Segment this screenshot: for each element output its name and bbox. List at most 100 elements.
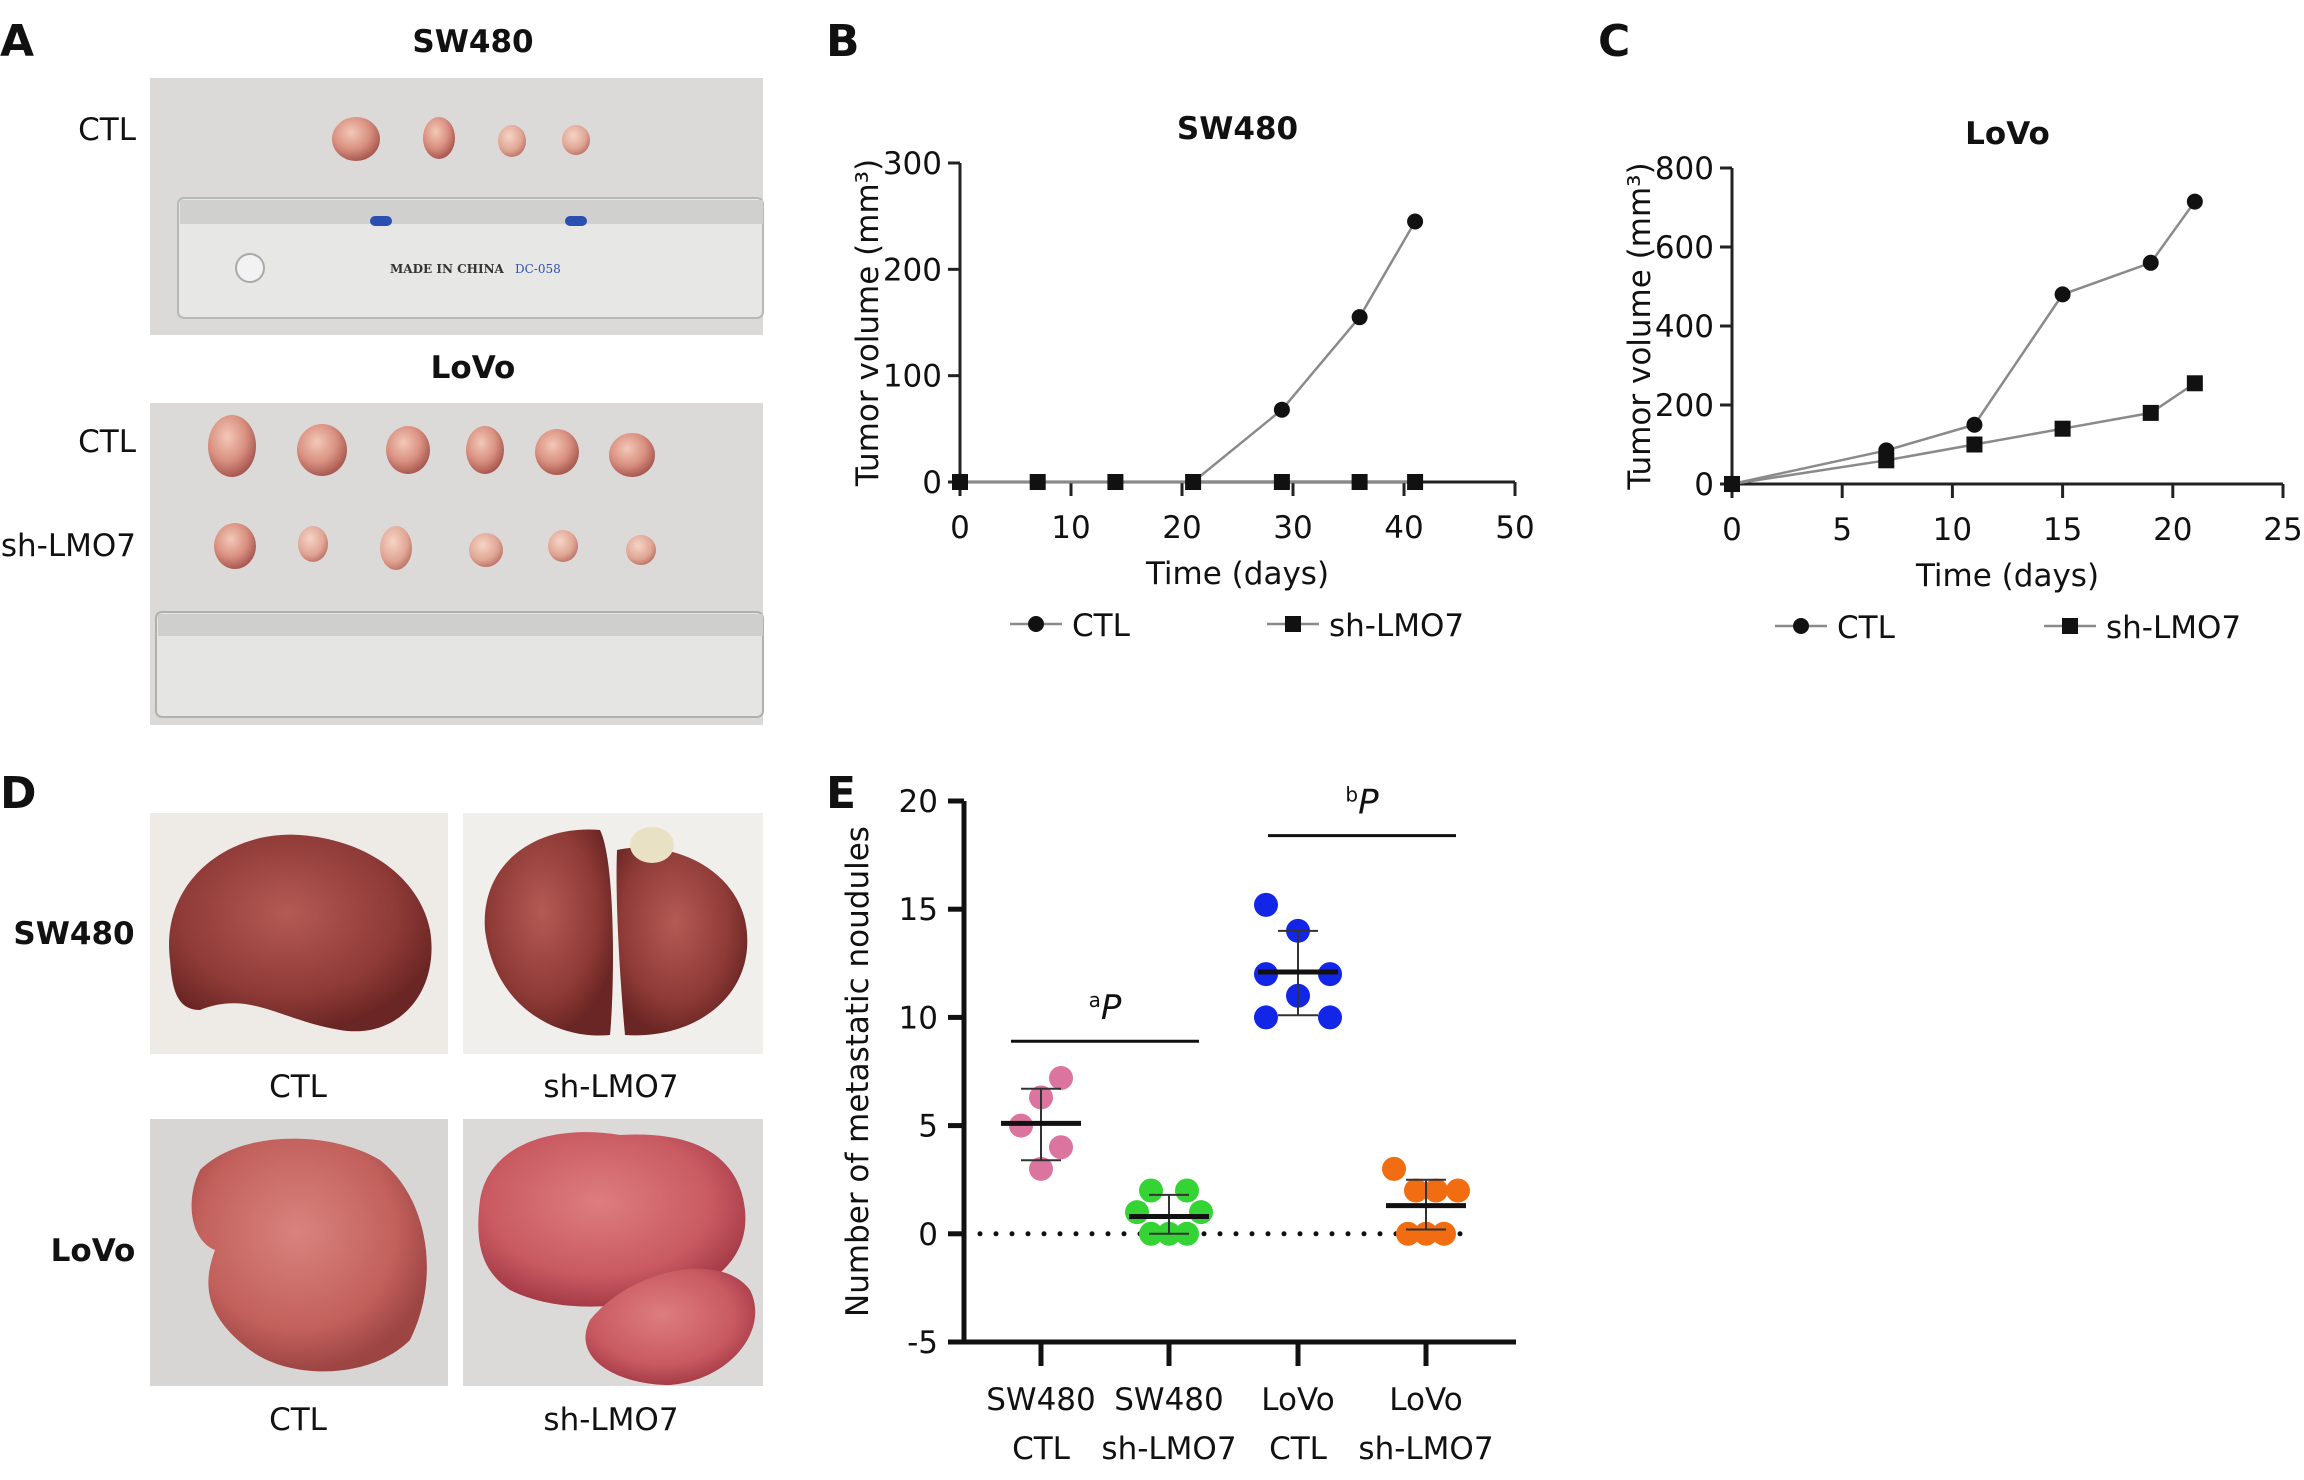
- lung-photo-sw480-ctl: [150, 813, 448, 1054]
- data-point: [1382, 1156, 1406, 1181]
- y-tick-label: 300: [883, 146, 942, 182]
- x-tick-label: 20: [2153, 512, 2192, 548]
- data-point-sh-LMO7: [1724, 476, 1740, 492]
- x-tick-label-line1: LoVo: [1261, 1382, 1334, 1418]
- panel-label-b: B: [826, 16, 860, 67]
- data-point: [1432, 1221, 1456, 1246]
- data-point: [1029, 1156, 1053, 1181]
- significance-p: P: [1101, 988, 1122, 1028]
- y-tick-label: 0: [918, 1217, 938, 1253]
- y-tick-label: 20: [899, 784, 938, 820]
- tumor-photo-sw480: MADE IN CHINA DC-058: [150, 78, 764, 335]
- legend-marker-circle: [1028, 616, 1044, 632]
- data-point-CTL: [2186, 193, 2203, 210]
- tumor-photo-lovo: [150, 403, 764, 725]
- data-point: [1424, 1178, 1448, 1203]
- legend-label: sh-LMO7: [1329, 608, 1464, 644]
- panel-d-col-label-ctl: CTL: [269, 1069, 328, 1105]
- data-point: [1414, 1221, 1438, 1246]
- x-tick-label-line1: SW480: [1114, 1382, 1224, 1418]
- series-line-CTL: [1731, 200, 2196, 486]
- x-axis-label: Time (days): [1915, 558, 2099, 594]
- data-point-sh-LMO7: [952, 474, 968, 490]
- legend-label: sh-LMO7: [2106, 610, 2241, 646]
- data-point: [1175, 1178, 1199, 1203]
- data-point-sh-LMO7: [1878, 452, 1895, 469]
- data-point: [1396, 1221, 1420, 1246]
- data-point-sh-LMO7: [1407, 474, 1424, 490]
- significance-p: P: [1358, 783, 1379, 823]
- y-tick-label: 15: [899, 892, 938, 928]
- data-point-sh-LMO7: [2186, 375, 2203, 392]
- y-axis-label: Number of metastatic noudules: [840, 826, 876, 1317]
- y-tick-label: 0: [1694, 467, 1714, 503]
- data-point: [1049, 1065, 1073, 1090]
- x-tick-label: 40: [1384, 510, 1423, 546]
- data-point-sh-LMO7: [2142, 404, 2159, 421]
- panel-label-c: C: [1598, 16, 1630, 67]
- significance-label: aP: [1089, 988, 1122, 1028]
- x-tick-label-line2: CTL: [1269, 1431, 1328, 1467]
- data-point-CTL: [2054, 286, 2071, 303]
- panel-d-row-label-lovo: LoVo: [51, 1233, 136, 1269]
- data-point-sh-LMO7: [1107, 474, 1124, 490]
- series-line-CTL: [960, 220, 1417, 484]
- data-point-CTL: [1966, 416, 1983, 433]
- data-point-CTL: [1407, 213, 1424, 230]
- data-point-sh-LMO7: [2054, 420, 2071, 437]
- data-point-CTL: [1351, 309, 1368, 326]
- x-tick-label: 10: [1051, 510, 1090, 546]
- data-point: [1254, 1005, 1278, 1030]
- significance-superscript: a: [1089, 988, 1101, 1012]
- x-tick-label-line2: CTL: [1012, 1431, 1071, 1467]
- panel-label-e: E: [826, 768, 856, 819]
- y-tick-label: 5: [918, 1109, 938, 1145]
- legend-marker-circle: [1793, 618, 1809, 634]
- y-tick-label: 600: [1655, 230, 1714, 266]
- data-point-sh-LMO7: [1273, 474, 1290, 490]
- x-tick-label: 10: [1933, 512, 1972, 548]
- panel-a-row-label-ctl: CTL: [78, 112, 137, 148]
- data-point: [1125, 1200, 1149, 1225]
- panel-d-row-label-sw480: SW480: [13, 916, 134, 952]
- y-tick-label: -5: [907, 1325, 938, 1361]
- chart-b-sw480-tumor-volume: SW480 0 100 200 300 0 10 20 30 40 50 Time (days) Tum…: [850, 111, 1535, 644]
- chart-c-lovo-tumor-volume: LoVo 0 200 400 600 800 0 5 10 15 20 25 Time (days) Tu…: [1622, 116, 2303, 646]
- data-point-sh-LMO7: [1351, 474, 1368, 490]
- data-point: [1189, 1200, 1213, 1225]
- x-tick-label: 20: [1162, 510, 1201, 546]
- y-tick-label: 800: [1655, 151, 1714, 187]
- panel-a-row-label-sh: sh-LMO7: [1, 528, 136, 564]
- panel-d-col-label-sh: sh-LMO7: [543, 1069, 678, 1105]
- panel-label-d: D: [0, 768, 37, 819]
- x-tick-label-line2: sh-LMO7: [1358, 1431, 1493, 1467]
- x-tick-label-line2: sh-LMO7: [1101, 1431, 1236, 1467]
- x-axis-label: Time (days): [1145, 556, 1329, 592]
- x-tick-label: 30: [1273, 510, 1312, 546]
- y-axis-label: Tumor volume (mm³): [1622, 162, 1658, 490]
- x-tick-label: 0: [950, 510, 970, 546]
- panel-d-col-label-sh-2: sh-LMO7: [543, 1402, 678, 1438]
- panel-d-col-label-ctl-2: CTL: [269, 1402, 328, 1438]
- y-axis-label: Tumor volume (mm³): [850, 159, 886, 487]
- significance-label: bP: [1345, 783, 1379, 823]
- data-point-sh-LMO7: [1966, 436, 1983, 453]
- lung-photo-lovo-sh: [463, 1119, 763, 1386]
- x-tick-label: 50: [1495, 510, 1534, 546]
- data-point: [1318, 1005, 1342, 1030]
- data-point-CTL: [1273, 401, 1290, 418]
- data-point: [1254, 892, 1278, 917]
- data-point-CTL: [2142, 254, 2159, 271]
- y-tick-label: 0: [922, 465, 942, 501]
- chart-title: SW480: [1177, 111, 1298, 147]
- legend-label: CTL: [1072, 608, 1131, 644]
- y-tick-label: 400: [1655, 309, 1714, 345]
- data-point-sh-LMO7: [1029, 474, 1046, 490]
- ruler-text: MADE IN CHINA: [390, 262, 505, 276]
- data-point-sh-LMO7: [1185, 474, 1202, 490]
- x-tick-label: 15: [2043, 512, 2082, 548]
- x-tick-label: 5: [1832, 512, 1852, 548]
- chart-title: LoVo: [1965, 116, 2050, 152]
- ruler-code: DC-058: [515, 262, 561, 276]
- lung-photo-lovo-ctl: [150, 1119, 448, 1386]
